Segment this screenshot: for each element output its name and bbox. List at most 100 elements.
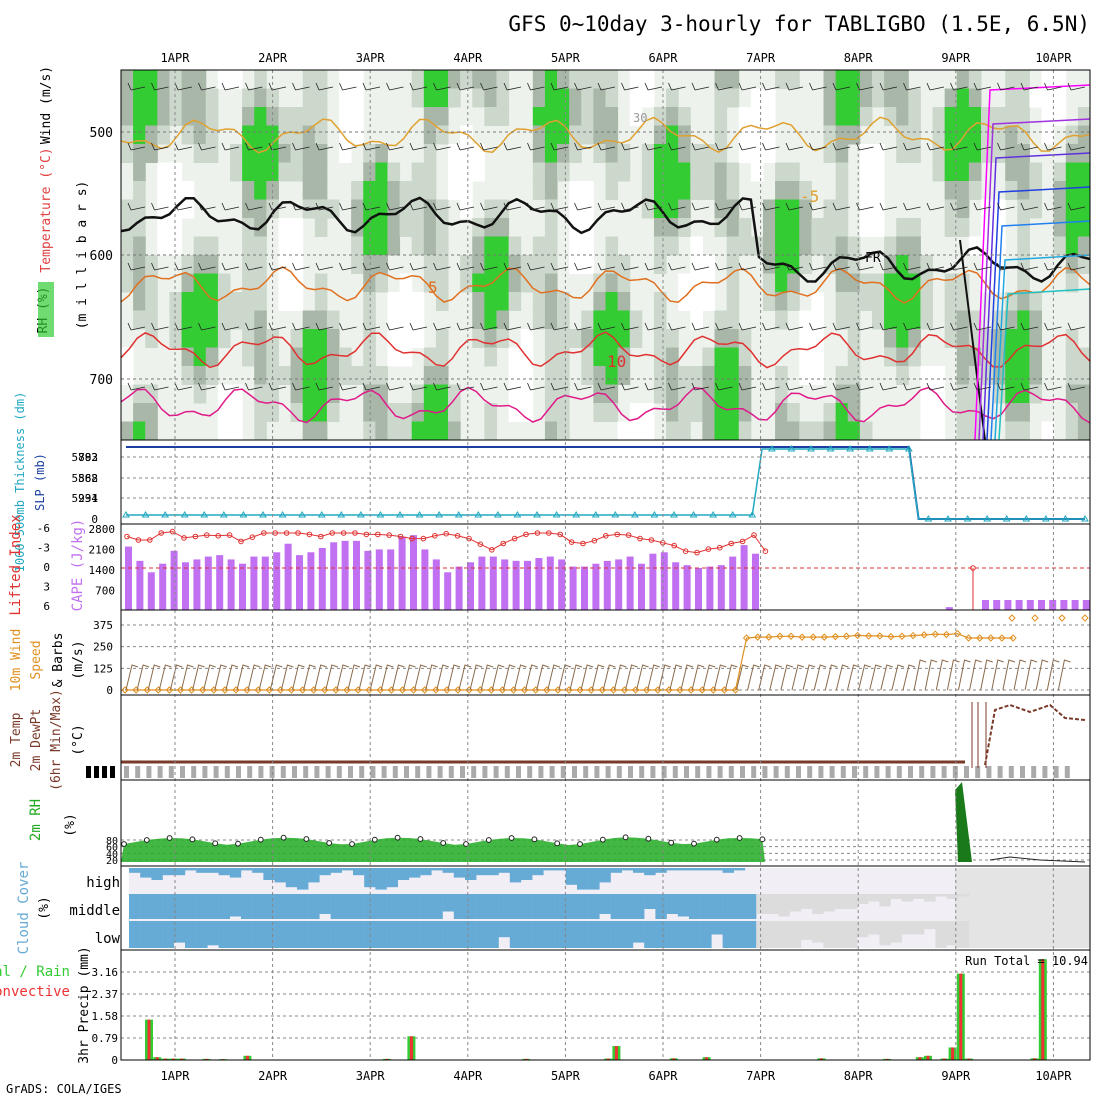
rh-fill-cell [278, 107, 292, 126]
rh-fill-cell [1029, 366, 1043, 385]
rh-fill-cell [242, 347, 255, 367]
lifted-marker [500, 540, 507, 547]
wind-barb [127, 262, 146, 271]
thickness-marker [846, 445, 855, 452]
thickness-marker [1002, 515, 1011, 522]
wind-marker [221, 686, 229, 694]
day-label-top: 8APR [844, 51, 874, 65]
cape-bar [170, 550, 178, 610]
wind-barb [785, 262, 804, 271]
rh-late-line [989, 856, 1086, 863]
rh-fill-cell [484, 347, 497, 367]
rh-marker [303, 836, 310, 842]
rh-fill-cell [181, 70, 195, 89]
thickness-ytick: 5931 [72, 492, 99, 505]
rh-fill-cell [460, 144, 473, 163]
temp-range-bar [191, 766, 197, 778]
wind-marker [876, 632, 884, 640]
temp-range-bar [628, 766, 633, 778]
rh-fill-cell [726, 162, 740, 182]
wind-marker [953, 629, 962, 638]
rh-fill-cell [653, 162, 667, 182]
rh-fill-cell [859, 292, 873, 311]
cloud-low-bar [442, 921, 454, 948]
rh-fill-cell [544, 329, 558, 348]
rh-fill-cell [569, 236, 582, 256]
rh-fill-cell [544, 144, 558, 163]
cloud-high-bar [420, 868, 432, 876]
lifted-marker [694, 549, 700, 556]
rh-fill-cell [157, 236, 170, 256]
rh-fill-cell [750, 88, 764, 108]
wind-barb [997, 382, 1015, 391]
rh-fill-cell [1017, 292, 1030, 311]
thickness-marker [670, 511, 678, 518]
rh-fill-cell [762, 218, 776, 237]
wind-barb [809, 82, 827, 91]
temp-range-bar [135, 766, 141, 778]
rh-fill-cell [932, 107, 946, 126]
rh-ytick: 80 [106, 836, 118, 847]
cape-bar [444, 572, 452, 610]
temp-range-bar [202, 766, 208, 778]
cloud-high-bar [397, 868, 410, 880]
wind-marker [243, 686, 251, 694]
temp-range-bar [583, 766, 589, 778]
rh-fill-cell [472, 70, 485, 89]
rh-fill-cell [617, 421, 631, 441]
rh-fill-cell [932, 162, 946, 182]
cloud-high-bar [498, 868, 510, 873]
rh-fill-cell [884, 329, 897, 348]
day-label-top: 3APR [356, 51, 386, 65]
wind-marker [309, 686, 318, 694]
temp-range-bar [661, 766, 667, 778]
rh-fill-cell [605, 144, 619, 163]
wind-barb [409, 202, 428, 211]
rh-fill-cell [121, 144, 134, 163]
lifted-marker [762, 548, 769, 555]
cloud-middle-bar [633, 894, 645, 919]
rh-fill-cell [775, 403, 788, 422]
rh-fill-cell [133, 125, 146, 145]
rh-fill-cell [302, 107, 316, 126]
rh-fill-cell [666, 366, 679, 385]
lifted-marker [489, 547, 495, 553]
cloud-ylabel-1: Cloud Cover [16, 862, 32, 955]
rh-fill-cell [653, 181, 667, 200]
rh-fill-cell [399, 347, 413, 367]
cape-bar [227, 559, 235, 610]
series-slp [126, 446, 1085, 520]
cloud-low-bar [140, 921, 152, 948]
cloud-low-bar [924, 921, 936, 930]
upper-air-ytick: 700 [90, 373, 113, 388]
wind-barb [198, 82, 216, 91]
rh-fill-cell [617, 162, 631, 182]
cape-bar [261, 556, 269, 610]
rh-fill-cell [617, 310, 631, 330]
wind-barb [245, 142, 263, 151]
rh-fill-cell [339, 366, 352, 385]
rh-fill-cell [678, 366, 691, 385]
cape-bar [387, 549, 395, 610]
rh-fill-cell [1017, 329, 1030, 348]
cloud-low-bar [711, 921, 723, 935]
rh-fill-cell [908, 88, 921, 108]
temp-range-bar [975, 766, 981, 778]
cape-bar [546, 556, 554, 610]
rh-fill-cell [726, 384, 740, 404]
rh-fill-cell [520, 403, 534, 422]
wind-barb [832, 82, 851, 91]
precip-convective-bar [885, 1058, 889, 1060]
rh-fill-cell [193, 236, 207, 256]
thickness-marker [200, 511, 209, 518]
wind-barb-10m [736, 664, 749, 691]
rh-fill-cell [387, 347, 401, 367]
rh-marker [394, 834, 401, 841]
rh-fill-cell [847, 125, 861, 145]
rh-fill-cell [423, 162, 437, 182]
rh-fill-cell [581, 125, 594, 145]
rh-fill-cell [702, 255, 716, 274]
cloud-middle-bar [588, 894, 600, 919]
rh-fill-cell [726, 255, 740, 274]
rh-fill-cell [835, 292, 849, 311]
